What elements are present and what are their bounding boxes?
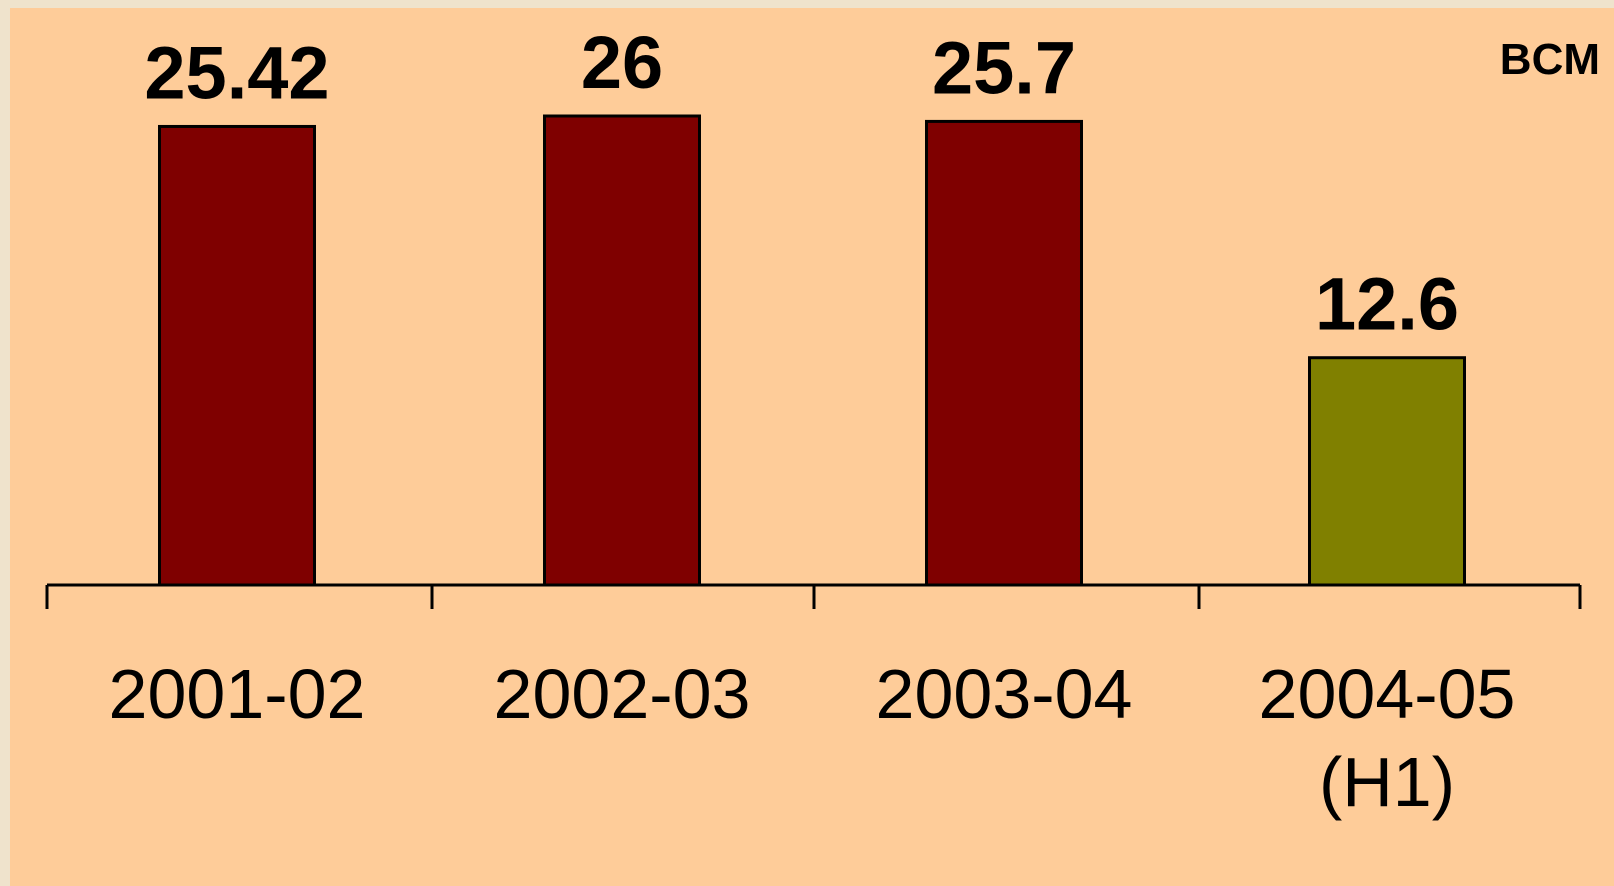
value-label-2004-05: 12.6 — [1315, 263, 1459, 346]
value-label-2001-02: 25.42 — [144, 31, 329, 114]
bars-group — [158, 114, 1466, 587]
value-labels-group: 25.42 26 25.7 12.6 — [144, 21, 1459, 346]
unit-label: BCM — [1500, 35, 1600, 84]
category-labels-group: 2001-02 2002-03 2003-04 2004-05 (H1) — [109, 655, 1516, 821]
category-label-2001-02: 2001-02 — [109, 655, 366, 733]
bar-2002-03 — [543, 114, 701, 587]
category-label-2002-03: 2002-03 — [494, 655, 751, 733]
category-label-2004-05-line2: (H1) — [1319, 743, 1455, 821]
bar-2003-04 — [925, 119, 1083, 587]
bar-2004-05 — [1308, 356, 1466, 587]
category-label-2004-05: 2004-05 — [1259, 655, 1516, 733]
bar-2001-02 — [158, 124, 316, 587]
x-axis — [45, 583, 1582, 609]
category-label-2003-04: 2003-04 — [876, 655, 1133, 733]
value-label-2003-04: 25.7 — [932, 26, 1076, 109]
value-label-2002-03: 26 — [581, 21, 663, 104]
